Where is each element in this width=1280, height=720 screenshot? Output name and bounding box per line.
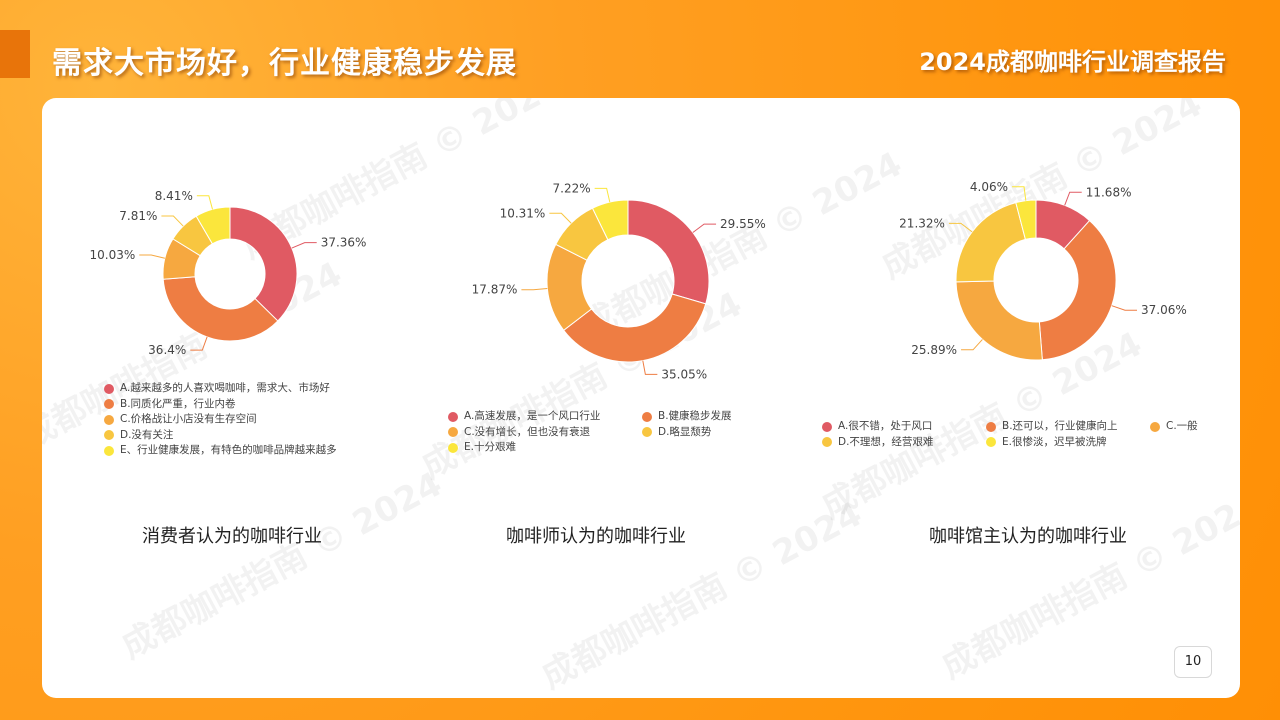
- donut-slice-owner: [955, 280, 1043, 361]
- legend-dot: [448, 411, 458, 422]
- donut-charts: 37.36% 36.4% 10.03% 7.81% 8.41% 29.55% 35.05% 1…: [89, 180, 1187, 382]
- legend-item: D.略显颓势: [642, 425, 752, 441]
- caption-owner: 咖啡馆主认为的咖啡行业: [929, 526, 1127, 547]
- donut-slice-consumer: [162, 276, 279, 342]
- legend-label: B.同质化严重，行业内卷: [120, 397, 236, 410]
- leader-line: [549, 212, 572, 224]
- legend-label: C.一般: [1166, 420, 1198, 432]
- legend-item: D.不理想，经营艰难: [822, 435, 972, 451]
- leader-line: [196, 195, 213, 210]
- legend-dot: [1150, 421, 1160, 432]
- donut-slice-owner: [1038, 219, 1117, 361]
- legend-dot: [448, 442, 458, 453]
- legend-item: C.一般: [1150, 419, 1220, 435]
- leader-line: [642, 360, 658, 375]
- legend-item: E.很惨淡，迟早被洗牌: [986, 435, 1136, 451]
- data-label: 21.32%: [899, 216, 945, 230]
- legend-owner: A.很不错，处于风口 B.还可以，行业健康向上 C.一般 D.不理想，经营艰难 …: [822, 419, 1220, 450]
- legend-item: B.还可以，行业健康向上: [986, 419, 1136, 435]
- leader-line: [161, 215, 184, 227]
- legend-barista: A.高速发展，是一个风口行业 B.健康稳步发展 C.没有增长，但也没有衰退 D.…: [448, 409, 752, 456]
- legend-item: D.没有关注: [104, 428, 337, 444]
- data-label: 10.03%: [89, 248, 135, 262]
- leader-line: [948, 222, 973, 233]
- legend-dot: [822, 421, 832, 432]
- leader-line: [521, 287, 548, 291]
- data-label: 10.31%: [500, 206, 546, 220]
- leader-line: [291, 242, 317, 249]
- legend-label: D.不理想，经营艰难: [838, 435, 934, 448]
- donut-slice-owner: [955, 201, 1027, 283]
- legend-dot: [104, 430, 114, 441]
- leader-line: [961, 339, 983, 351]
- legend-dot: [986, 437, 996, 448]
- legend-dot: [104, 399, 114, 410]
- leader-line: [1111, 305, 1138, 311]
- donut-slice-owner: [1015, 199, 1037, 240]
- data-label: 4.06%: [970, 180, 1008, 194]
- donut-slice-barista: [627, 199, 710, 305]
- data-label: 25.89%: [911, 343, 957, 357]
- legend-label: C.价格战让小店没有生存空间: [120, 413, 257, 425]
- caption-consumer: 消费者认为的咖啡行业: [142, 526, 322, 547]
- legend-item: E、行业健康发展，有特色的咖啡品牌越来越多: [104, 443, 337, 459]
- leader-line: [692, 223, 717, 233]
- data-label: 35.05%: [661, 367, 707, 381]
- legend-item: A.高速发展，是一个风口行业: [448, 409, 628, 425]
- page-title: 需求大市场好，行业健康稳步发展: [52, 46, 517, 81]
- data-label: 7.81%: [119, 209, 157, 223]
- legend-label: A.越来越多的人喜欢喝咖啡，需求大、市场好: [120, 382, 330, 394]
- legend-item: C.价格战让小店没有生存空间: [104, 412, 337, 428]
- legend-item: C.没有增长，但也没有衰退: [448, 425, 628, 441]
- legend-label: C.没有增长，但也没有衰退: [464, 425, 591, 438]
- legend-label: E、行业健康发展，有特色的咖啡品牌越来越多: [120, 444, 337, 456]
- page-number: 10: [1174, 646, 1212, 678]
- legend-item: A.很不错，处于风口: [822, 419, 972, 435]
- legend-dot: [104, 383, 114, 394]
- title-accent-bar: [0, 30, 30, 78]
- legend-item: A.越来越多的人喜欢喝咖啡，需求大、市场好: [104, 381, 337, 397]
- legend-item: B.同质化严重，行业内卷: [104, 397, 337, 413]
- data-label: 29.55%: [720, 217, 766, 231]
- legend-label: B.还可以，行业健康向上: [1002, 420, 1118, 432]
- data-label: 37.36%: [321, 236, 367, 250]
- legend-label: D.没有关注: [120, 428, 174, 441]
- legend-label: E.十分艰难: [464, 441, 516, 453]
- legend-label: B.健康稳步发展: [658, 410, 732, 422]
- legend-dot: [986, 421, 996, 432]
- legend-dot: [104, 414, 114, 425]
- legend-dot: [642, 427, 652, 438]
- legend-dot: [448, 427, 458, 438]
- donut-slice-consumer: [229, 206, 298, 322]
- legend-item: E.十分艰难: [448, 440, 628, 456]
- legend-label: D.略显颓势: [658, 425, 712, 438]
- legend-dot: [822, 437, 832, 448]
- data-label: 36.4%: [148, 343, 186, 357]
- report-title: 2024成都咖啡行业调查报告: [919, 48, 1226, 76]
- legend-dot: [104, 445, 114, 456]
- data-label: 8.41%: [155, 189, 193, 203]
- donut-slice-barista: [591, 199, 629, 241]
- data-label: 7.22%: [553, 181, 591, 195]
- legend-consumer: A.越来越多的人喜欢喝咖啡，需求大、市场好 B.同质化严重，行业内卷 C.价格战…: [104, 381, 337, 459]
- caption-barista: 咖啡师认为的咖啡行业: [506, 526, 686, 547]
- leader-line: [190, 336, 208, 351]
- legend-label: E.很惨淡，迟早被洗牌: [1002, 435, 1107, 448]
- content-card: 成都咖啡指南 © 2024 成都咖啡指南 © 2024 成都咖啡指南 © 202…: [42, 98, 1240, 698]
- data-label: 17.87%: [472, 283, 518, 297]
- leader-line: [1064, 191, 1082, 206]
- leader-line: [139, 254, 165, 259]
- data-label: 37.06%: [1141, 303, 1187, 317]
- legend-dot: [642, 411, 652, 422]
- leader-line: [594, 187, 611, 203]
- legend-label: A.高速发展，是一个风口行业: [464, 410, 601, 422]
- legend-item: B.健康稳步发展: [642, 409, 752, 425]
- legend-label: A.很不错，处于风口: [838, 420, 933, 432]
- data-label: 11.68%: [1086, 185, 1132, 199]
- donut-slice-barista: [562, 293, 707, 363]
- donut-slice-consumer: [195, 206, 231, 245]
- leader-line: [1012, 186, 1027, 201]
